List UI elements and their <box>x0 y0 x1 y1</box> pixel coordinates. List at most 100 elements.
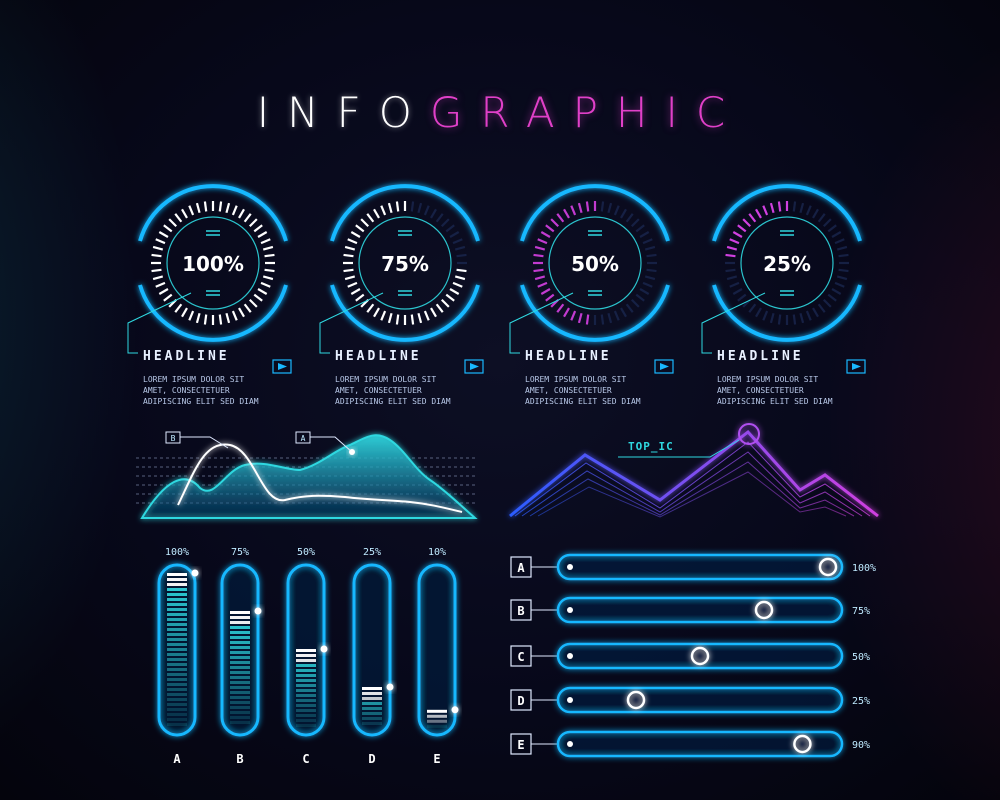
gauge-tick <box>440 298 450 308</box>
title-part-2: GRAPHIC <box>429 88 744 137</box>
gauge-tick <box>812 208 819 219</box>
gauge-tick <box>203 314 208 325</box>
gauge-tick <box>570 310 577 321</box>
gauge-tick <box>355 293 365 302</box>
gauge-tick <box>550 218 560 228</box>
headline-title: HEADLINE <box>143 349 230 364</box>
gauge-tick <box>366 303 375 313</box>
vbar-fill-segment <box>167 693 187 696</box>
gauge-tick <box>163 224 173 233</box>
gauge-tick <box>355 224 365 233</box>
gauge-tick <box>732 288 743 295</box>
vbar-fill-segment <box>230 621 250 624</box>
hbar-value-label: 100% <box>852 563 876 574</box>
gauge-tick <box>805 205 812 216</box>
gauge-tick <box>769 202 775 214</box>
hbar-knob <box>818 557 838 577</box>
gauge-tick <box>607 312 613 324</box>
vbar-fill-segment <box>167 588 187 591</box>
gauge-outer-arc-top <box>712 184 862 242</box>
gauge-outer-arc-bottom <box>520 284 670 342</box>
vbar-fill-segment <box>230 706 250 709</box>
gauge-tick <box>264 268 275 273</box>
gauge-tick <box>799 202 805 214</box>
vbar-category-label: D <box>368 752 375 766</box>
title-part-1: INFO <box>256 88 430 137</box>
vbar-fill-segment <box>230 721 250 724</box>
gauge-tick <box>545 224 555 233</box>
gauge-tick <box>726 275 738 281</box>
vbar-fill <box>167 573 187 726</box>
vbar-fill-segment <box>167 673 187 676</box>
gauge-tick <box>253 293 263 302</box>
gauge-tick <box>630 218 640 228</box>
vbar-fill-segment <box>167 678 187 681</box>
vbar-fill-segment <box>167 653 187 656</box>
headline-body-line: ADIPISCING ELIT SED DIAM <box>335 397 451 406</box>
vbar-indicator-dot <box>254 607 262 615</box>
headline-arrow-button <box>654 359 674 374</box>
gauge-tick <box>792 201 797 212</box>
headline-body-line: ADIPISCING ELIT SED DIAM <box>143 397 259 406</box>
gauge-tick <box>585 314 590 325</box>
gauge-tick <box>630 298 640 308</box>
headline-leader-line <box>127 292 192 354</box>
gauge-tick <box>188 205 195 216</box>
wave-label-b: B <box>171 434 176 443</box>
headline-leader-line <box>701 292 766 354</box>
gauge-tick <box>762 205 769 216</box>
hbar-category-label: D <box>517 694 524 708</box>
headline-title: HEADLINE <box>525 349 612 364</box>
gauge-tick <box>838 268 849 273</box>
gauge-tick <box>644 245 656 251</box>
headline-body-line: AMET, CONSECTETUER <box>335 386 422 395</box>
gauge-tick <box>449 288 460 295</box>
hbar-category-label: C <box>517 650 524 664</box>
vbar-value-label: 50% <box>297 547 315 558</box>
wave-chart: B A <box>136 431 478 519</box>
gauge-tick <box>188 310 195 321</box>
gauge-tick <box>799 312 805 324</box>
gauge-tick <box>563 208 570 219</box>
gauge-outer-arc-top <box>330 184 480 242</box>
gauge-tick <box>417 202 423 214</box>
gauge-tick <box>387 202 393 214</box>
gauge-outer-arc-bottom <box>138 284 288 342</box>
gauge-tick <box>445 293 455 302</box>
hbar-value-label: 90% <box>852 740 870 751</box>
gauge-tick <box>600 314 605 325</box>
gauge-tick <box>380 205 387 216</box>
hbar-knob <box>793 734 812 754</box>
gauge-tick <box>395 201 400 212</box>
vbar-value-label: 25% <box>363 547 381 558</box>
vbar-fill-segment <box>230 681 250 684</box>
vbar-fill-segment <box>167 583 187 586</box>
vbar-indicator-dot <box>386 683 394 691</box>
vbar-fill-segment <box>230 701 250 704</box>
vbar-fill-segment <box>296 719 316 722</box>
vbar-fill-segment <box>167 708 187 711</box>
wave-line-b <box>177 443 463 513</box>
vbar-fill-segment <box>167 603 187 606</box>
gauge-tick <box>456 253 467 258</box>
gauge-tick <box>827 224 837 233</box>
hbar-value-label: 50% <box>852 652 870 663</box>
vbar-category-label: E <box>433 752 440 766</box>
background-glow-right <box>820 0 1000 800</box>
gauge-tick <box>755 208 762 219</box>
gauge-tick <box>347 238 358 245</box>
wave-label-a: A <box>301 434 306 443</box>
headline-leader-line <box>319 292 384 354</box>
vbar-fill-segment <box>167 613 187 616</box>
vbar-fill-segment <box>296 674 316 677</box>
gauge-tick <box>620 307 627 318</box>
vertical-bar-chart: 100% A 75% B 50% C 25% D 10% E <box>157 547 459 766</box>
gauge-tick <box>644 275 656 281</box>
page-title: INFOGRAPHIC <box>0 88 1000 137</box>
vbar-fill-segment <box>167 578 187 581</box>
gauge-tick <box>646 253 657 258</box>
gauge-tick <box>834 238 845 245</box>
vbar-fill <box>362 687 382 725</box>
arrow-right-icon <box>278 363 287 370</box>
hbar-b: B 75% <box>510 596 870 624</box>
